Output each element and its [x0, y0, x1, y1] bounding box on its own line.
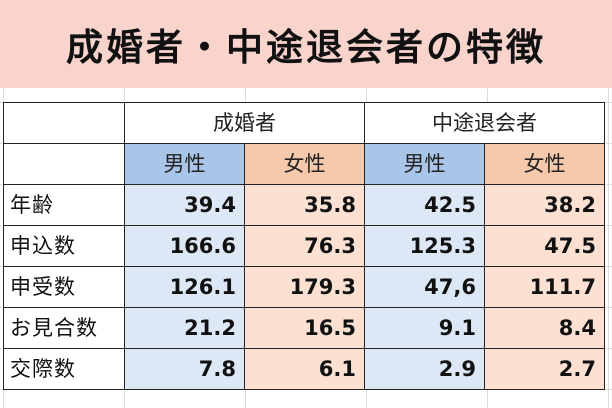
value-cell: 38.2: [484, 184, 605, 226]
table-row: 申受数 126.1 179.3 47,6 111.7: [3, 266, 605, 308]
value-cell: 16.5: [244, 307, 365, 349]
group-header-row: 成婚者 中途退会者: [3, 102, 605, 144]
value-cell: 47.5: [484, 225, 605, 267]
value-cell: 21.2: [124, 307, 245, 349]
value-cell: 8.4: [484, 307, 605, 349]
row-label: 交際数: [3, 348, 125, 390]
table-row: 交際数 7.8 6.1 2.9 2.7: [3, 348, 605, 390]
group-header-withdrawn: 中途退会者: [364, 102, 605, 144]
value-cell: 126.1: [124, 266, 245, 308]
row-label: 年齢: [3, 184, 125, 226]
value-cell: 7.8: [124, 348, 245, 390]
value-cell: 39.4: [124, 184, 245, 226]
corner-cell: [3, 102, 125, 144]
value-cell: 76.3: [244, 225, 365, 267]
table-row: 年齢 39.4 35.8 42.5 38.2: [3, 184, 605, 226]
value-cell: 111.7: [484, 266, 605, 308]
corner-cell: [3, 143, 125, 185]
value-cell: 125.3: [364, 225, 485, 267]
value-cell: 2.9: [364, 348, 485, 390]
table-row: 申込数 166.6 76.3 125.3 47.5: [3, 225, 605, 267]
sub-header-female: 女性: [244, 143, 365, 185]
stats-table: 成婚者 中途退会者 男性 女性 男性 女性 年齢 39.4 35.8 42.5 …: [3, 102, 605, 390]
row-label: 申込数: [3, 225, 125, 267]
value-cell: 6.1: [244, 348, 365, 390]
value-cell: 42.5: [364, 184, 485, 226]
sub-header-female: 女性: [484, 143, 605, 185]
value-cell: 9.1: [364, 307, 485, 349]
row-label: 申受数: [3, 266, 125, 308]
sub-header-male: 男性: [124, 143, 245, 185]
value-cell: 166.6: [124, 225, 245, 267]
page-title: 成婚者・中途退会者の特徴: [66, 26, 546, 69]
sub-header-male: 男性: [364, 143, 485, 185]
group-header-married: 成婚者: [124, 102, 365, 144]
value-cell: 179.3: [244, 266, 365, 308]
value-cell: 35.8: [244, 184, 365, 226]
title-banner: 成婚者・中途退会者の特徴: [0, 0, 612, 88]
table-row: お見合数 21.2 16.5 9.1 8.4: [3, 307, 605, 349]
row-label: お見合数: [3, 307, 125, 349]
value-cell: 47,6: [364, 266, 485, 308]
value-cell: 2.7: [484, 348, 605, 390]
sub-header-row: 男性 女性 男性 女性: [3, 143, 605, 185]
